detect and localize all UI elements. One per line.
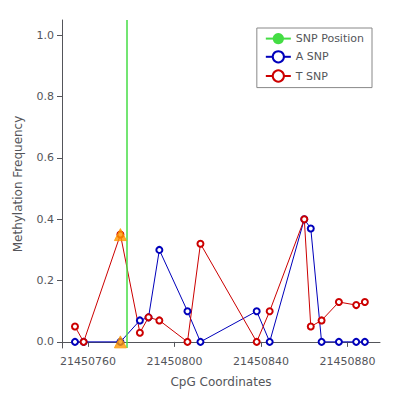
svg-text:0.6: 0.6 — [37, 151, 55, 164]
svg-text:1.0: 1.0 — [37, 29, 55, 42]
svg-text:Methylation Frequency: Methylation Frequency — [11, 116, 25, 253]
svg-text:21450880: 21450880 — [320, 355, 376, 368]
svg-text:CpG Coordinates: CpG Coordinates — [170, 375, 271, 389]
svg-text:21450840: 21450840 — [233, 355, 289, 368]
svg-text:0.0: 0.0 — [37, 335, 55, 348]
svg-text:SNP Position: SNP Position — [296, 32, 364, 45]
svg-text:21450800: 21450800 — [146, 355, 202, 368]
svg-text:0.2: 0.2 — [37, 274, 55, 287]
svg-text:21450760: 21450760 — [60, 355, 116, 368]
svg-text:A SNP: A SNP — [296, 50, 329, 63]
svg-text:T SNP: T SNP — [295, 70, 328, 83]
svg-text:0.8: 0.8 — [37, 90, 55, 103]
svg-text:0.4: 0.4 — [37, 213, 55, 226]
